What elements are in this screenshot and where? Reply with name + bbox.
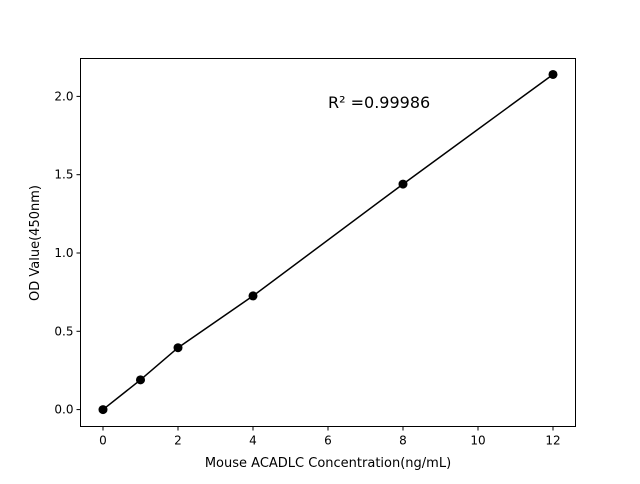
x-tick-label: 2 [174,434,182,448]
data-point [98,405,108,415]
y-tick-label: 0.0 [54,403,73,417]
data-point [136,375,145,385]
x-tick-label: 10 [470,434,485,448]
y-axis-label: OD Value(450nm) [28,185,43,301]
data-point [248,291,258,301]
plot-frame [80,58,576,427]
series-line [102,73,554,411]
x-tick-label: 0 [99,434,107,448]
data-points [98,69,558,415]
x-tick-label: 8 [399,434,407,448]
r-squared-annotation: R² =0.99986 [328,93,430,112]
y-tick-label: 1.5 [54,168,73,182]
y-tick-label: 0.5 [54,324,73,338]
y-tick-label: 2.0 [54,89,73,103]
x-tick-label: 4 [249,434,257,448]
data-point [398,179,408,189]
data-point [173,343,183,353]
x-axis-ticks: 0 2 4 6 8 10 12 [99,426,561,448]
y-tick-label: 1.0 [54,246,73,260]
data-point [548,69,558,79]
x-tick-label: 12 [545,434,560,448]
y-axis-ticks: 0.0 0.5 1.0 1.5 2.0 [54,89,81,417]
x-tick-label: 6 [324,434,332,448]
x-axis-label: Mouse ACADLC Concentration(ng/mL) [205,456,451,471]
